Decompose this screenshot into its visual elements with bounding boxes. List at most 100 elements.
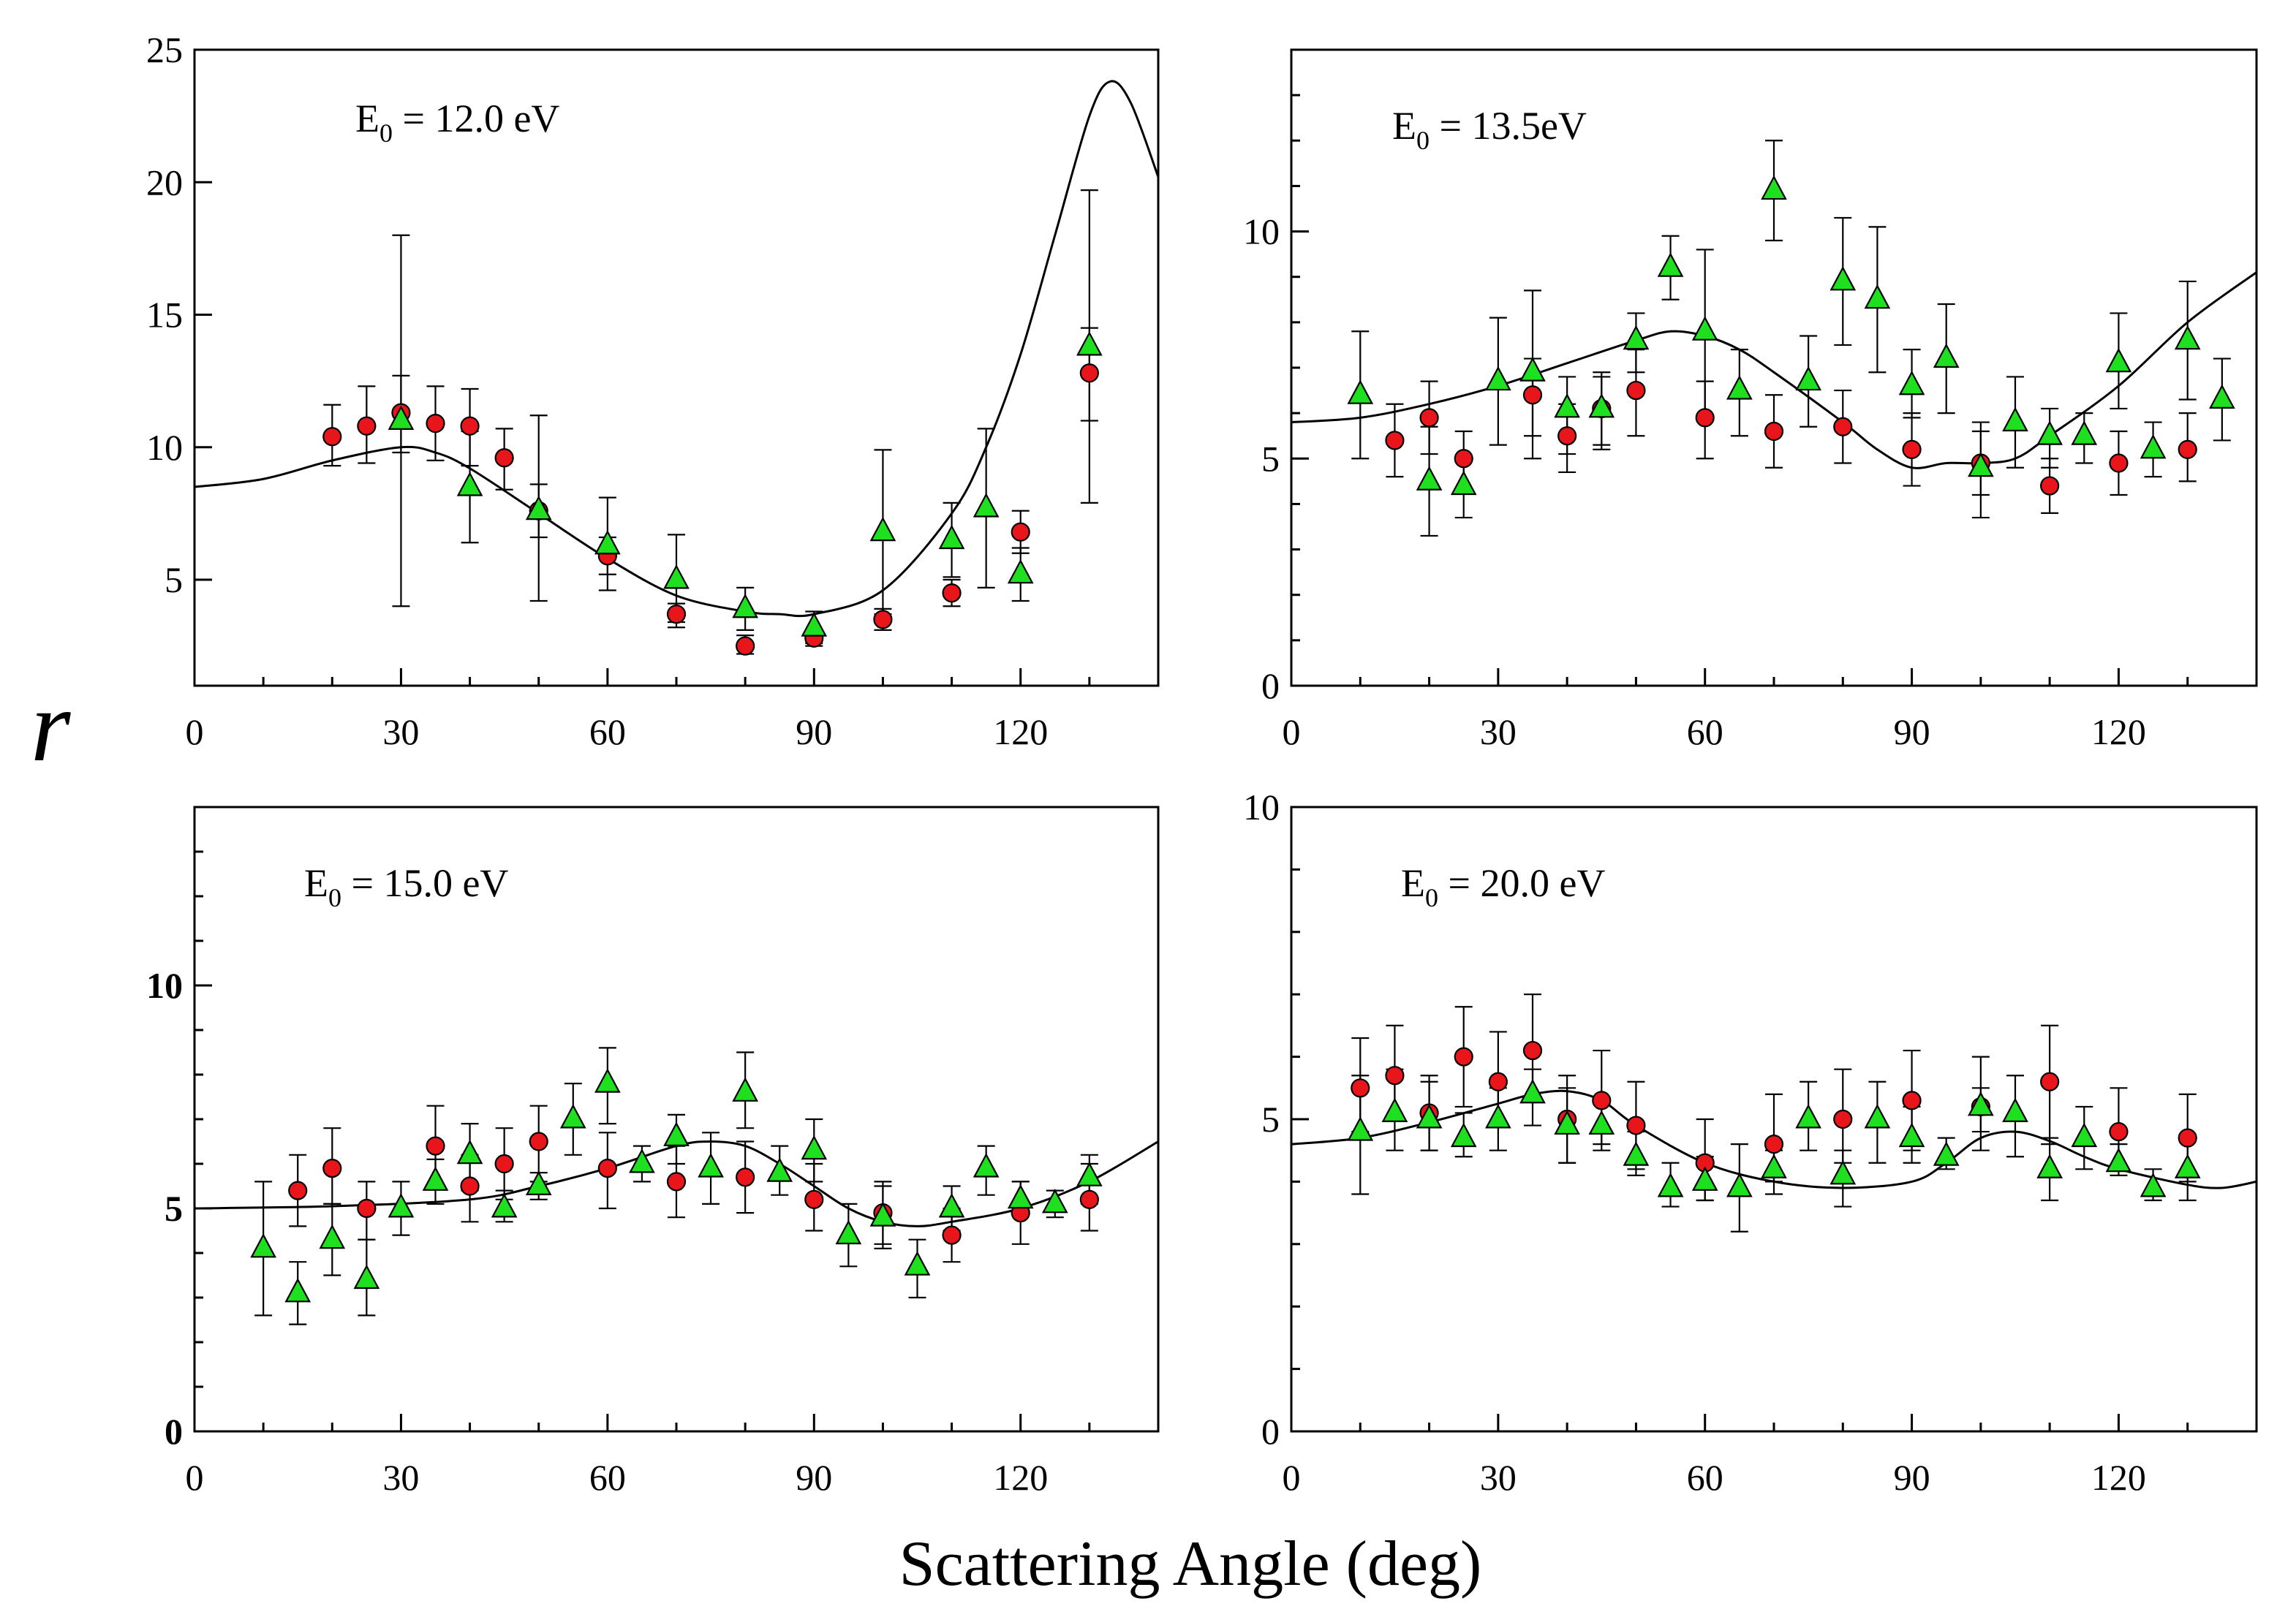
data-point-circle: [1557, 426, 1577, 446]
data-point-triangle: [1041, 1188, 1068, 1214]
data-point-triangle: [525, 495, 552, 520]
data-point-circle: [494, 448, 514, 468]
data-point-triangle: [1007, 1184, 1034, 1209]
data-point-circle: [1079, 1189, 1099, 1209]
data-point-triangle: [801, 612, 828, 637]
y-tick-label: 0: [1261, 1411, 1280, 1452]
y-tick-label: 20: [146, 162, 183, 202]
data-point-triangle: [732, 1077, 758, 1102]
data-point-circle: [804, 1189, 824, 1209]
data-point-triangle: [1623, 1141, 1650, 1166]
x-tick-label: 90: [796, 711, 832, 752]
data-point-triangle: [456, 1139, 483, 1165]
x-tick-label: 0: [186, 1457, 204, 1498]
energy-label: E0 = 15.0 eV: [304, 861, 508, 912]
data-point-triangle: [1795, 1104, 1821, 1129]
data-point-triangle: [766, 1157, 793, 1182]
data-point-triangle: [2105, 1147, 2132, 1173]
data-point-triangle: [2174, 325, 2201, 350]
data-point-triangle: [1968, 1091, 1994, 1116]
data-point-triangle: [1657, 252, 1684, 277]
data-point-circle: [1902, 1091, 1922, 1110]
data-point-triangle: [2036, 420, 2063, 445]
y-tick-label: 0: [165, 1411, 183, 1452]
data-point-circle: [494, 1154, 514, 1174]
energy-label: E0 = 12.0 eV: [355, 96, 559, 148]
x-tick-label: 60: [589, 711, 626, 752]
data-point-triangle: [594, 1068, 621, 1093]
data-point-triangle: [1588, 393, 1615, 418]
data-point-triangle: [491, 1193, 518, 1218]
data-point-triangle: [869, 516, 896, 542]
data-point-circle: [1833, 1109, 1853, 1129]
data-point-triangle: [2140, 1173, 2167, 1197]
data-point-triangle: [1761, 175, 1787, 200]
data-point-circle: [1011, 522, 1030, 542]
x-tick-label: 120: [2091, 711, 2146, 752]
data-point-triangle: [1076, 1162, 1103, 1186]
data-point-triangle: [353, 1264, 380, 1290]
data-point-triangle: [1381, 1097, 1408, 1122]
data-point-circle: [529, 1132, 548, 1151]
data-point-triangle: [1076, 331, 1103, 356]
data-point-triangle: [1691, 316, 1718, 341]
data-point-circle: [597, 1158, 617, 1178]
data-point-circle: [942, 583, 962, 603]
data-point-triangle: [973, 493, 1000, 518]
data-point-triangle: [388, 405, 415, 431]
y-tick-label: 10: [1243, 211, 1280, 252]
x-tick-label: 90: [1894, 1457, 1930, 1498]
x-tick-label: 0: [186, 711, 204, 752]
x-tick-label: 30: [382, 1457, 419, 1498]
data-point-circle: [2109, 1121, 2129, 1142]
data-point-triangle: [629, 1148, 655, 1173]
data-point-circle: [666, 605, 687, 624]
data-point-triangle: [1347, 1116, 1374, 1141]
energy-label: E0 = 13.5eV: [1392, 104, 1587, 155]
data-point-circle: [1833, 417, 1853, 436]
data-point-triangle: [1968, 452, 1994, 477]
x-tick-label: 30: [382, 711, 419, 752]
data-point-triangle: [2002, 1097, 2028, 1122]
data-point-circle: [736, 636, 755, 656]
data-point-circle: [1488, 1072, 1508, 1091]
data-point-triangle: [663, 1121, 690, 1146]
data-point-triangle: [2105, 347, 2132, 373]
x-tick-label: 60: [1687, 1457, 1723, 1498]
data-point-triangle: [2071, 1122, 2098, 1148]
y-tick-label: 10: [146, 965, 183, 1006]
panel-e0-12-0ev: 0 30 60 90 120 5 10 15 20 25 E0 = 12.0 eV: [146, 29, 1160, 752]
data-point-triangle: [1416, 466, 1443, 491]
x-tick-label: 60: [589, 1457, 626, 1498]
y-tick-label: 5: [1261, 438, 1280, 479]
data-point-circle: [1385, 1066, 1405, 1086]
data-point-circle: [942, 1225, 962, 1245]
data-point-triangle: [1726, 375, 1753, 400]
data-point-triangle: [1761, 1154, 1787, 1178]
panel-e0-20-0ev: 0 30 60 90 120 0 5 10 E0 = 20.0 eV: [1243, 787, 2258, 1498]
data-point-triangle: [2071, 420, 2098, 445]
data-point-circle: [1454, 1047, 1473, 1067]
y-tick-label: 15: [146, 295, 183, 336]
data-point-triangle: [1554, 1110, 1580, 1135]
x-tick-label: 120: [993, 711, 1048, 752]
data-point-circle: [1695, 408, 1715, 428]
data-point-circle: [1522, 1040, 1543, 1061]
data-point-triangle: [1691, 1166, 1718, 1191]
data-point-triangle: [559, 1104, 586, 1129]
y-tick-label: 25: [146, 29, 183, 70]
data-point-circle: [1454, 449, 1473, 469]
data-point-circle: [1351, 1078, 1370, 1098]
x-tick-label: 120: [993, 1457, 1048, 1498]
panel-e0-13-5ev: 0 30 60 90 120 0 5 10 E0 = 13.5eV: [1243, 48, 2258, 752]
x-tick-label: 90: [1894, 711, 1930, 752]
data-point-triangle: [1416, 1104, 1443, 1129]
data-point-circle: [1385, 431, 1405, 450]
x-tick-label: 0: [1283, 711, 1301, 752]
data-point-circle: [2178, 439, 2197, 459]
x-tick-label: 30: [1480, 1457, 1517, 1498]
data-point-triangle: [284, 1277, 311, 1303]
data-point-circle: [460, 416, 480, 436]
panel-e0-15-0ev: 0 30 60 90 120 0 5 10 E0 = 15.0 eV: [146, 806, 1160, 1498]
